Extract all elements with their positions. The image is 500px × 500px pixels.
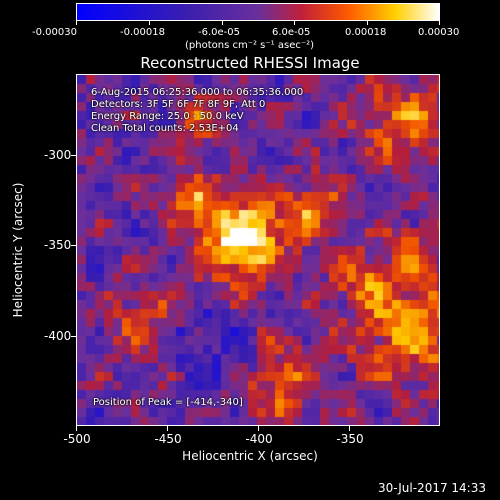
y-axis-label: Heliocentric Y (arcsec) bbox=[11, 182, 25, 318]
time-range: 6-Aug-2015 06:25:36.000 to 06:35:36.000 bbox=[91, 87, 304, 98]
colorbar-tick-0: -0.00030 bbox=[32, 27, 77, 38]
x-tick-2: -400 bbox=[245, 432, 273, 446]
x-tick-3: -350 bbox=[336, 432, 364, 446]
colorbar-tick-5: 0.00030 bbox=[418, 27, 460, 38]
timestamp: 30-Jul-2017 14:33 bbox=[377, 481, 486, 495]
colorbar-tick-4: 0.00018 bbox=[345, 27, 387, 38]
colorbar-tick-2: -6.0e-05 bbox=[198, 27, 240, 38]
rhessi-image-map bbox=[77, 75, 439, 425]
colorbar bbox=[76, 3, 440, 21]
colorbar-unit: (photons cm⁻² s⁻¹ asec⁻²) bbox=[185, 40, 315, 51]
colorbar-tick-1: -0.00018 bbox=[120, 27, 165, 38]
y-tick-0: -300 bbox=[44, 148, 72, 162]
image-panel: 6-Aug-2015 06:25:36.000 to 06:35:36.000 … bbox=[76, 74, 440, 426]
colorbar-tick-3: 6.0e-05 bbox=[272, 27, 311, 38]
peak-position: Position of Peak = [-414,-340] bbox=[93, 397, 243, 408]
y-tick-2: -400 bbox=[44, 329, 72, 343]
detectors-info: Detectors: 3F 5F 6F 7F 8F 9F, Att 0 bbox=[91, 99, 266, 110]
x-tick-0: -500 bbox=[63, 432, 91, 446]
energy-range: Energy Range: 25.0 - 50.0 keV bbox=[91, 111, 244, 122]
x-axis-label: Heliocentric X (arcsec) bbox=[182, 449, 318, 463]
plot-title: Reconstructed RHESSI Image bbox=[140, 54, 360, 72]
clean-total-counts: Clean Total counts: 2.53E+04 bbox=[91, 123, 239, 134]
y-tick-1: -350 bbox=[44, 238, 72, 252]
x-tick-1: -450 bbox=[154, 432, 182, 446]
